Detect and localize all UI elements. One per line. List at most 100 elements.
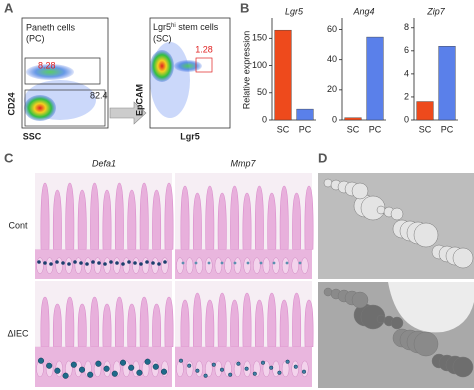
y-tick-label: 50: [257, 87, 267, 97]
stain-dot: [151, 261, 155, 265]
villus: [152, 189, 162, 250]
bar: [366, 36, 384, 121]
villus: [40, 182, 50, 250]
stain-dot: [260, 360, 266, 365]
granule: [452, 247, 474, 269]
granule: [390, 207, 404, 221]
stain-dot: [109, 260, 113, 264]
chart-title: Lgr5: [285, 6, 304, 16]
crypt: [65, 360, 73, 378]
x-tick-label: SC: [419, 124, 432, 134]
x-tick-label: PC: [299, 124, 312, 134]
crypt: [113, 257, 121, 274]
stain-dot: [145, 260, 149, 264]
stain-dot: [178, 358, 184, 363]
villus: [205, 185, 215, 250]
stain-dot: [67, 262, 71, 266]
flow-plot-2: Lgr5hi stem cells (SC) 1.28 EpCAM Lgr5: [134, 17, 231, 141]
gate-title-sup: hi: [171, 23, 176, 29]
axis-label: SSC: [23, 131, 42, 141]
flow-plot-1: Paneth cells (PC) 8.28 82.4 CD24 SSC: [6, 17, 109, 141]
stain-dot: [61, 261, 65, 265]
stain-dot: [301, 369, 307, 374]
bar-charts: Lgr5 0 50 100 150 SC PC Ang4 0 20 40 60 SC PC Zip7 0 2 4 6…: [252, 6, 458, 134]
lumen: [388, 282, 474, 333]
panel-letter: B: [240, 0, 249, 15]
crypt: [301, 360, 309, 378]
y-tick-label: 100: [252, 60, 267, 70]
granule: [323, 287, 333, 297]
granule: [390, 316, 404, 330]
stain-dot: [37, 260, 41, 264]
panel-letter: D: [318, 150, 327, 165]
crypt: [233, 257, 242, 274]
stain-dot: [181, 261, 185, 265]
villus: [279, 299, 289, 348]
crypt: [74, 257, 83, 274]
panel-letter: C: [4, 150, 14, 165]
crypt: [272, 257, 280, 274]
crypt: [141, 257, 150, 274]
gate-subtitle: (PC): [26, 33, 45, 43]
y-tick-label: 0: [404, 114, 409, 124]
stain-dot: [95, 360, 102, 367]
y-axis-title: Relative expression: [241, 31, 251, 110]
arrow: [109, 101, 147, 125]
axis-label: CD24: [6, 92, 16, 115]
villus: [114, 296, 124, 348]
stain-dot: [128, 364, 135, 371]
stain-dot: [285, 359, 290, 364]
stain-dot: [236, 361, 241, 366]
villus: [139, 296, 149, 348]
crypt: [185, 360, 194, 378]
gate-title: Paneth cells: [26, 22, 76, 32]
granule: [360, 304, 386, 330]
chart-title: Ang4: [352, 6, 374, 16]
villus: [192, 292, 202, 348]
stain-dot: [228, 372, 233, 377]
villus: [164, 296, 174, 348]
stain-dot: [244, 366, 249, 371]
gate-title-text: stem cells: [176, 22, 219, 32]
villus: [279, 185, 289, 250]
stain-dot: [136, 369, 143, 376]
villus: [52, 189, 62, 250]
stain-dot: [103, 365, 110, 372]
stain-dot: [163, 260, 167, 264]
crypt: [151, 257, 159, 274]
crypt: [281, 257, 290, 274]
x-tick-label: SC: [277, 124, 290, 134]
column-label: Mmp7: [230, 158, 256, 168]
villus: [242, 192, 252, 250]
gate: [195, 57, 213, 73]
villus: [77, 189, 87, 250]
crypt: [45, 257, 54, 274]
crypt: [55, 257, 63, 274]
crypt: [253, 257, 261, 274]
stain-dot: [272, 261, 276, 265]
stain-dot: [187, 363, 192, 368]
villus: [292, 292, 302, 348]
y-tick-label: 2: [404, 91, 409, 101]
crypt: [243, 257, 251, 274]
granule: [360, 195, 386, 221]
granule: [376, 314, 386, 324]
crypt: [185, 257, 194, 274]
stain-dot: [157, 262, 161, 266]
crypt: [214, 257, 223, 274]
stain-dot: [252, 371, 257, 376]
row-label: ΔIEC: [7, 328, 29, 338]
villus: [90, 296, 100, 348]
villus: [77, 303, 87, 348]
granule: [413, 331, 439, 357]
scatter-cloud: [24, 95, 56, 121]
axis-label: Lgr5: [180, 131, 200, 141]
villus: [192, 192, 202, 250]
stain-dot: [46, 362, 53, 369]
crypt: [122, 257, 131, 274]
villus: [217, 292, 227, 348]
villus: [230, 185, 240, 250]
crypt: [176, 360, 184, 378]
villus: [254, 299, 264, 348]
